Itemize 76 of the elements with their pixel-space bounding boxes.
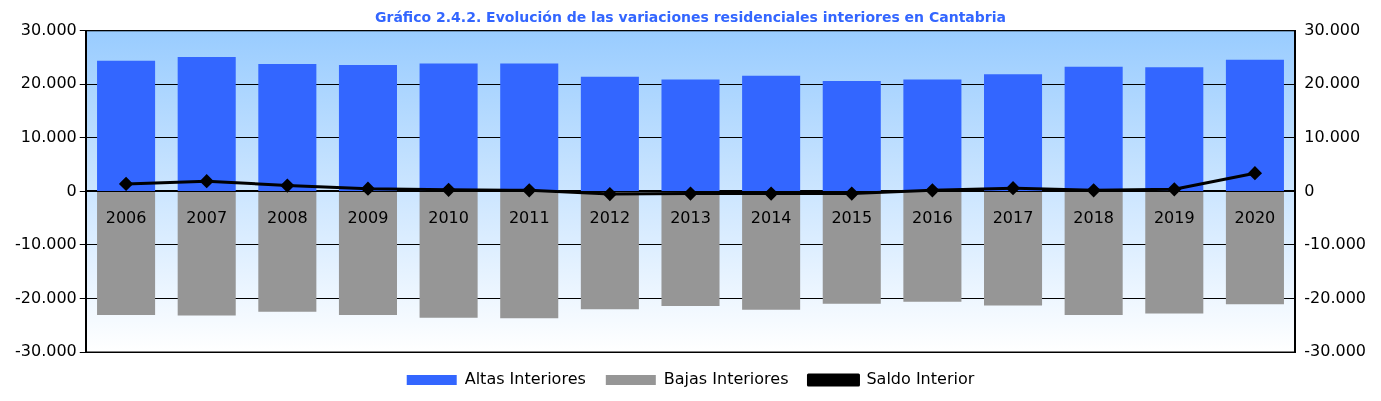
bar	[822, 81, 881, 191]
y2-tick-label: 20.000	[1304, 73, 1361, 93]
bar	[338, 191, 397, 316]
x-tick-label: 2008	[266, 208, 308, 228]
bar	[1145, 67, 1204, 191]
y-tick-label: 30.000	[20, 19, 77, 39]
x-tick-label: 2016	[912, 208, 953, 228]
y2-tick-label: -30.000	[1304, 341, 1367, 361]
point	[361, 182, 375, 196]
x-tick-label: 2012	[589, 208, 631, 228]
bar	[1145, 191, 1204, 314]
y2-tick-label: 10.000	[1304, 127, 1361, 147]
x-tick-label: 2013	[670, 208, 711, 228]
x-tick-label: 2018	[1073, 208, 1115, 228]
legend-label: Altas Interiores	[464, 369, 586, 389]
bar	[177, 57, 236, 191]
y-tick-label: 10.000	[20, 127, 77, 147]
bar	[903, 191, 962, 302]
point	[1167, 182, 1181, 196]
y-tick-label: -10.000	[14, 234, 77, 254]
x-tick-label: 2009	[347, 208, 389, 228]
x-tick-label: 2019	[1153, 208, 1195, 228]
point	[684, 187, 697, 201]
point	[603, 187, 617, 201]
y2-tick-label: 0	[1304, 180, 1315, 200]
point	[1006, 181, 1020, 195]
bar	[258, 191, 317, 312]
bar	[419, 63, 478, 191]
point	[200, 174, 214, 188]
chart-title: Gráfico 2.4.2. Evolución de las variaciones residenciales interiores en Cantabria	[375, 9, 1006, 26]
bar	[338, 65, 397, 191]
y-tick-label: 20.000	[20, 73, 77, 93]
point	[925, 183, 939, 197]
bar	[1225, 191, 1284, 305]
x-tick-label: 2020	[1234, 208, 1276, 228]
x-tick-label: 2015	[831, 208, 873, 228]
bar	[984, 74, 1043, 191]
point	[845, 187, 859, 201]
bar	[97, 191, 156, 316]
point	[280, 179, 294, 193]
x-tick-label: 2010	[428, 208, 469, 228]
x-tick-label: 2007	[186, 208, 228, 228]
bar	[1064, 191, 1123, 316]
bar	[822, 191, 881, 304]
point	[522, 183, 536, 197]
bar	[419, 191, 478, 318]
bar	[500, 191, 559, 319]
x-tick-label: 2011	[508, 208, 550, 228]
bar	[580, 191, 639, 310]
bar	[903, 79, 962, 191]
y-tick-label: -30.000	[14, 341, 77, 361]
bar	[984, 191, 1043, 306]
y2-tick-label: -10.000	[1304, 234, 1367, 254]
bar	[1064, 66, 1123, 191]
bar	[1225, 59, 1284, 191]
point	[119, 177, 133, 191]
y-tick-label: -20.000	[14, 287, 77, 307]
bar	[661, 79, 720, 191]
point	[1248, 166, 1262, 180]
bar	[97, 60, 156, 191]
bar	[742, 75, 801, 191]
legend-label: Saldo Interior	[866, 369, 975, 389]
legend-label: Bajas Interiores	[663, 369, 789, 389]
point	[442, 183, 456, 197]
bar	[580, 76, 639, 191]
point	[1087, 183, 1101, 197]
y-tick-label: 0	[66, 180, 77, 200]
x-tick-label: 2014	[750, 208, 792, 228]
x-tick-label: 2006	[105, 208, 147, 228]
x-tick-label: 2017	[992, 208, 1034, 228]
point	[764, 187, 778, 201]
y2-tick-label: 30.000	[1304, 19, 1361, 39]
bar	[500, 63, 559, 191]
bar	[177, 191, 236, 316]
bar	[258, 63, 317, 191]
y2-tick-label: -20.000	[1304, 287, 1367, 307]
